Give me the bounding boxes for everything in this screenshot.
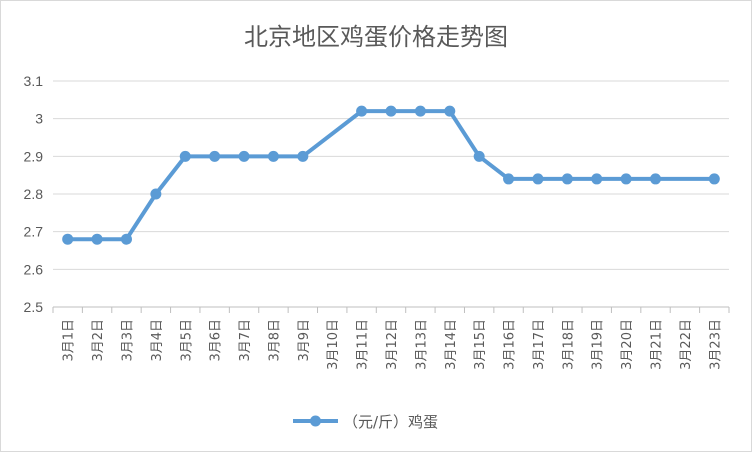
- data-point: [444, 105, 456, 117]
- x-tick-label: 3月5日: [179, 319, 194, 362]
- data-point: [385, 105, 397, 117]
- x-tick-label: 3月14日: [444, 319, 459, 370]
- series-line: [67, 109, 715, 242]
- x-tick-label: 3月6日: [209, 319, 224, 362]
- data-point: [650, 173, 662, 185]
- x-tick-label: 3月12日: [385, 319, 400, 370]
- x-tick-label: 3月11日: [356, 319, 371, 370]
- y-tick-label: 2.6: [24, 261, 44, 277]
- data-point: [473, 150, 485, 162]
- x-tick-label: 3月23日: [708, 319, 723, 370]
- data-point: [297, 150, 309, 162]
- y-tick-label: 2.8: [24, 186, 44, 202]
- x-tick-label: 3月18日: [561, 319, 576, 370]
- x-tick-label: 3月3日: [120, 319, 135, 362]
- data-point: [91, 233, 103, 245]
- y-axis-ticks: 2.5 2.6 2.7 2.8 2.9 3 3.1: [24, 73, 44, 315]
- grid: [53, 80, 729, 308]
- y-tick-label: 2.7: [24, 224, 44, 240]
- x-tick-label: 3月21日: [650, 319, 665, 370]
- x-tick-label: 3月10日: [326, 319, 341, 370]
- x-tick-label: 3月1日: [62, 319, 77, 362]
- data-point: [62, 233, 74, 245]
- data-point: [620, 173, 632, 185]
- data-point: [356, 105, 368, 117]
- legend: （元/斤）鸡蛋: [293, 413, 438, 431]
- y-tick-label: 3.1: [24, 73, 44, 89]
- x-tick-label: 3月4日: [150, 319, 165, 362]
- data-point: [532, 173, 544, 185]
- data-point: [238, 150, 250, 162]
- data-point: [503, 173, 515, 185]
- data-point: [267, 150, 279, 162]
- x-tick-label: 3月2日: [91, 319, 106, 362]
- chart-title: 北京地区鸡蛋价格走势图: [244, 23, 508, 51]
- x-tick-label: 3月20日: [620, 319, 635, 370]
- y-tick-label: 2.9: [24, 148, 44, 164]
- data-point: [561, 173, 573, 185]
- data-point: [150, 188, 162, 200]
- legend-dot-marker: [310, 415, 321, 427]
- y-tick-label: 2.5: [24, 299, 44, 315]
- x-axis-ticks: 3月1日 3月2日 3月3日 3月4日 3月5日 3月6日 3月7日 3月8日 3月9日 3月10…: [52, 307, 730, 370]
- x-tick-label: 3月9日: [297, 319, 312, 362]
- data-point: [708, 173, 720, 185]
- y-tick-label: 3: [35, 111, 43, 127]
- x-tick-label: 3月7日: [238, 319, 253, 362]
- x-tick-label: 3月8日: [267, 319, 282, 362]
- x-tick-label: 3月17日: [532, 319, 547, 370]
- x-tick-label: 3月19日: [591, 319, 606, 370]
- data-point: [591, 173, 603, 185]
- x-tick-label: 3月13日: [414, 319, 429, 370]
- data-point: [414, 105, 426, 117]
- data-point: [120, 233, 132, 245]
- x-tick-label: 3月22日: [679, 319, 694, 370]
- series-layer: [62, 105, 720, 245]
- data-point: [209, 150, 221, 162]
- x-tick-label: 3月16日: [503, 319, 518, 370]
- x-tick-label: 3月15日: [473, 319, 488, 370]
- data-point: [179, 150, 191, 162]
- legend-label: （元/斤）鸡蛋: [343, 413, 438, 431]
